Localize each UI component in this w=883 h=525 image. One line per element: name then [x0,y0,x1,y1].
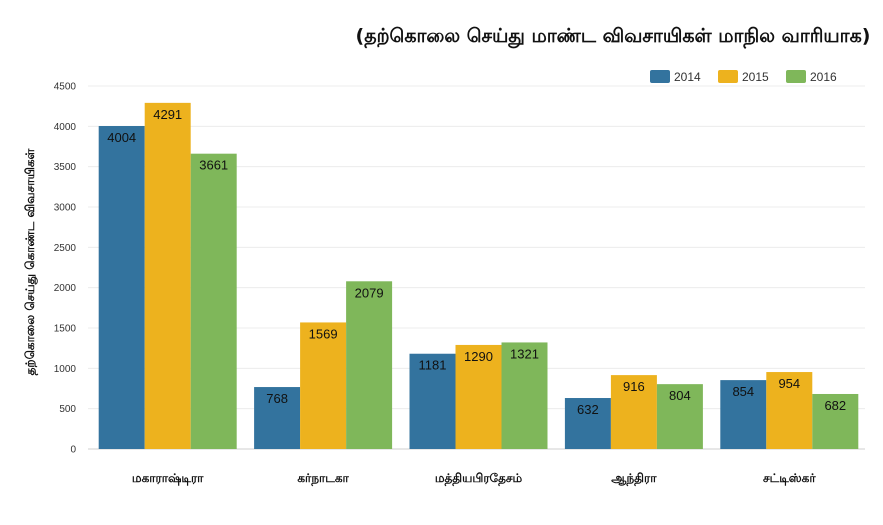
data-label-1-2016: 3661 [199,158,228,173]
bar-2-2014 [254,387,301,449]
data-label-2-2014: 768 [266,391,288,406]
y-tick-label-1500: 1500 [54,324,77,335]
legend-swatch-2014 [650,70,670,83]
bar-1-2015 [144,102,191,449]
y-tick-label-0: 0 [70,445,76,456]
y-tick-label-3500: 3500 [54,162,77,173]
y-axis-ticks: 0 500 1000 1500 2000 2500 3000 3500 4000 4500 [54,82,77,456]
y-tick-label-500: 500 [59,404,76,415]
category-label-5: சட்டிஸ்கர் [763,471,816,486]
data-label-2-2015: 1569 [309,326,338,341]
bar-2-2016 [346,281,393,449]
category-label-3: மத்தியபிரதேசம் [435,471,523,486]
data-label-3-2015: 1290 [464,349,493,364]
bar-3-2014 [409,353,456,449]
legend: 2014 2015 2016 [650,70,837,84]
x-axis-categories: மகாராஷ்டிரா கர்நாடகா மத்தியபிரதேசம் ஆந்திரா… [132,471,816,486]
data-label-5-2014: 854 [732,384,754,399]
data-label-5-2016: 682 [824,398,846,413]
bar-1-2016 [190,153,237,450]
bar-5-2015 [766,372,813,449]
data-label-2-2016: 2079 [355,285,384,300]
bar-3-2015 [455,344,502,449]
data-label-4-2014: 632 [577,402,599,417]
category-label-1: மகாராஷ்டிரா [132,471,204,486]
legend-label-2015: 2015 [742,70,769,84]
data-label-5-2015: 954 [778,376,800,391]
bar-4-2014 [564,398,611,449]
category-label-2: கர்நாடகா [297,471,349,486]
bar-1-2014 [98,126,145,449]
legend-swatch-2016 [786,70,806,83]
bar-4-2015 [610,375,657,449]
y-tick-label-1000: 1000 [54,364,77,375]
bar-4-2016 [656,384,703,449]
legend-swatch-2015 [718,70,738,83]
y-tick-label-4000: 4000 [54,122,77,133]
data-label-4-2015: 916 [623,379,645,394]
data-label-4-2016: 804 [669,388,691,403]
bar-5-2016 [812,393,859,449]
bar-5-2014 [720,380,767,449]
legend-label-2014: 2014 [674,70,701,84]
data-label-1-2015: 4291 [153,107,182,122]
y-tick-label-4500: 4500 [54,82,77,93]
bar-3-2016 [501,342,548,449]
y-tick-label-2500: 2500 [54,243,77,254]
bars [98,102,859,450]
data-label-3-2014: 1181 [419,358,447,373]
bar-2-2015 [300,322,347,449]
data-labels: 4004 4291 3661 768 1569 2079 1181 1290 1321 632 91… [107,107,846,417]
legend-label-2016: 2016 [810,70,837,84]
data-label-3-2016: 1321 [510,346,539,361]
y-axis-label: தற்கொலை செய்து கொண்ட விவசாயிகள் [23,148,38,375]
chart-title: (தற்கொலை செய்து மாண்ட விவசாயிகள் மாநில வ… [356,25,871,49]
data-label-1-2014: 4004 [107,130,136,145]
category-label-4: ஆந்திரா [611,471,657,486]
y-tick-label-3000: 3000 [54,203,77,214]
y-tick-label-2000: 2000 [54,283,77,294]
